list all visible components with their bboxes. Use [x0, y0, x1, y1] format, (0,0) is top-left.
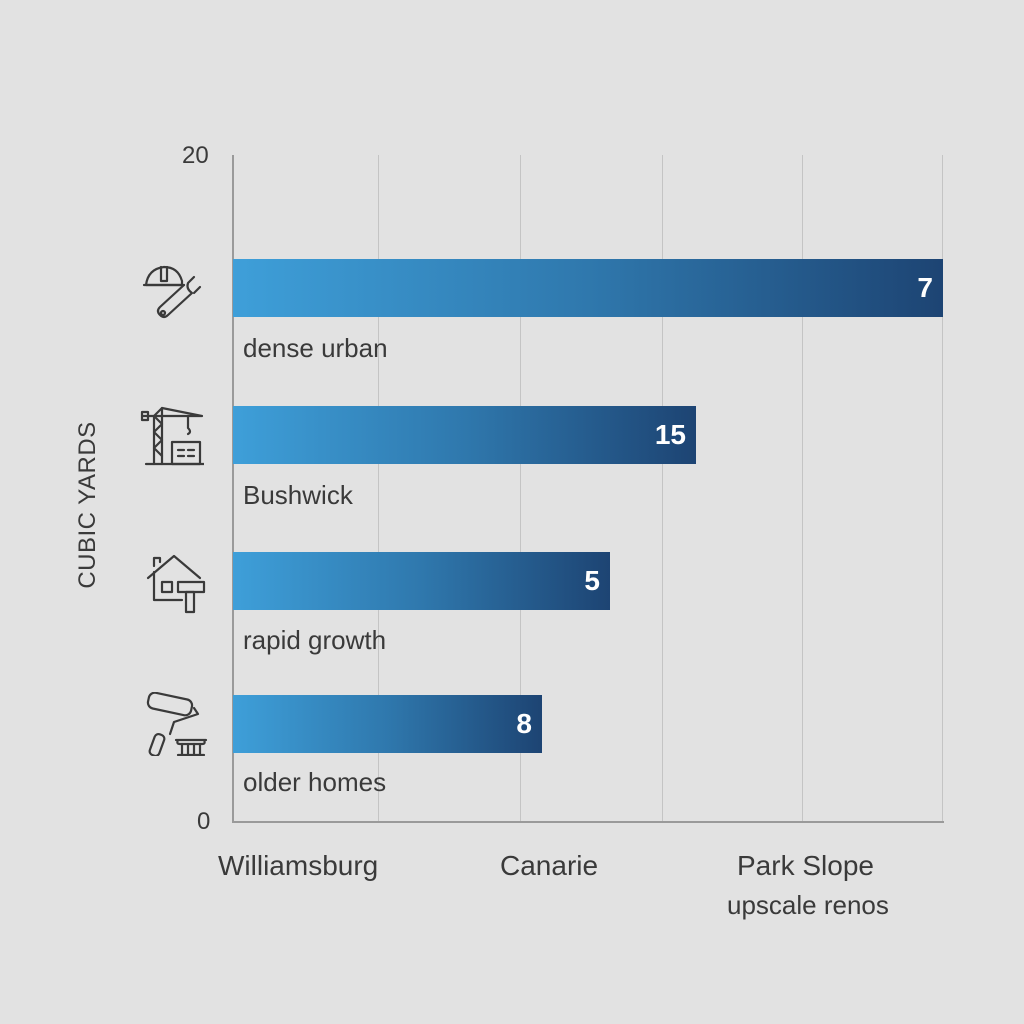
gridline — [942, 155, 943, 822]
bar-2[interactable]: 15 — [233, 406, 696, 464]
y-axis — [232, 155, 234, 822]
bar-3[interactable]: 5 — [233, 552, 610, 610]
y-tick-min: 0 — [197, 808, 211, 835]
bar-sublabel: older homes — [243, 767, 387, 797]
x-category-label: Canarie — [500, 850, 599, 881]
bar-sublabel: Bushwick — [243, 480, 353, 510]
bar-value-label: 15 — [654, 419, 686, 450]
crane-building-icon — [140, 404, 206, 468]
x-axis — [232, 821, 944, 823]
bar-value-label: 5 — [584, 565, 600, 596]
y-tick-max: 20 — [182, 142, 209, 169]
x-category-label: Park Slope — [737, 850, 874, 881]
bar-sublabel: dense urban — [243, 333, 388, 363]
bar-sublabel: rapid growth — [243, 625, 387, 655]
paint-roller-column-icon — [144, 691, 208, 758]
bar-value-label: 8 — [516, 708, 532, 739]
x-category-sublabel: upscale renos — [727, 890, 889, 920]
x-category-label: Williamsburg — [218, 850, 379, 881]
gridline — [520, 155, 521, 822]
y-axis-label: CUBIC YARDS — [74, 421, 101, 589]
bar-value-label: 7 — [917, 272, 933, 303]
bar-4[interactable]: 8 — [233, 695, 542, 753]
gridline — [378, 155, 379, 822]
house-hammer-icon — [144, 552, 208, 616]
hardhat-wrench-icon — [142, 257, 206, 321]
gridline — [662, 155, 663, 822]
bar-1[interactable]: 7 — [233, 259, 943, 317]
gridline — [802, 155, 803, 822]
